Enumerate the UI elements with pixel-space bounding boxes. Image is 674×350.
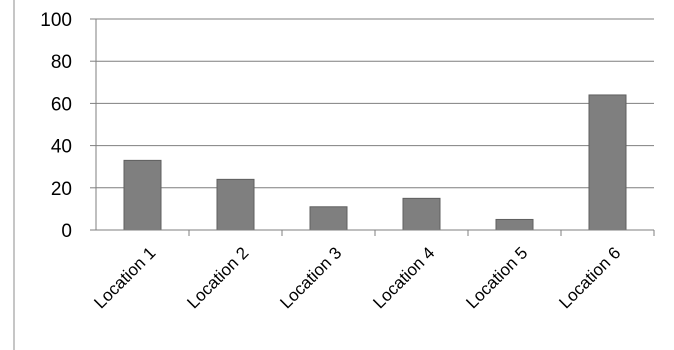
x-tick-label: Location 5 — [462, 243, 531, 312]
y-tick-label: 40 — [51, 137, 72, 158]
bar — [123, 159, 162, 231]
y-tick-label: 20 — [51, 179, 72, 200]
x-axis-labels: Location 1 Location 2 Location 3 Location 4… — [90, 230, 655, 312]
bar — [309, 206, 348, 231]
x-tick-label: Location 2 — [183, 243, 252, 312]
y-tick-label: 60 — [51, 94, 72, 115]
bar — [495, 218, 534, 231]
y-tick-label: 80 — [51, 52, 72, 73]
gridlines — [96, 18, 654, 189]
bars — [123, 94, 627, 231]
x-tick-label: Location 4 — [369, 243, 438, 312]
x-tick-label: Location 3 — [276, 243, 345, 312]
y-axis-ticks: 0 20 40 60 80 100 — [40, 10, 96, 242]
bar — [216, 178, 255, 231]
bar — [402, 197, 441, 231]
x-tick-label: Location 1 — [90, 243, 159, 312]
y-tick-label: 100 — [40, 10, 72, 31]
y-tick-label: 0 — [61, 221, 72, 242]
x-tick-label: Location 6 — [555, 243, 624, 312]
bar — [588, 94, 627, 231]
